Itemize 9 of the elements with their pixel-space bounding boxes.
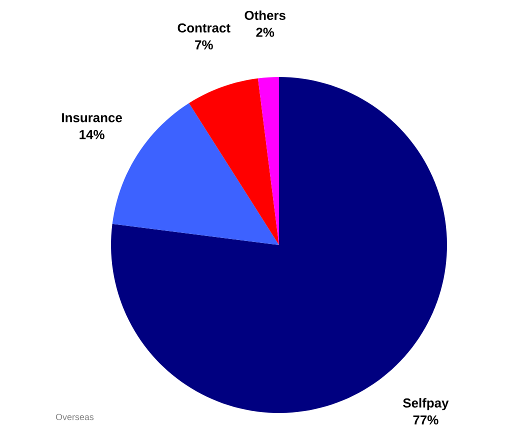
data-label: 2% bbox=[256, 28, 274, 37]
slice-label: Others bbox=[244, 10, 286, 20]
data-label: 7% bbox=[195, 40, 213, 50]
text: Overseas bbox=[56, 414, 94, 420]
slice-label: Insurance bbox=[62, 113, 122, 122]
slice-label: Contract bbox=[178, 23, 230, 33]
data-label: 14% bbox=[80, 130, 104, 140]
data-label: 77% bbox=[413, 415, 438, 425]
slice-label: Selfpay bbox=[403, 398, 449, 410]
